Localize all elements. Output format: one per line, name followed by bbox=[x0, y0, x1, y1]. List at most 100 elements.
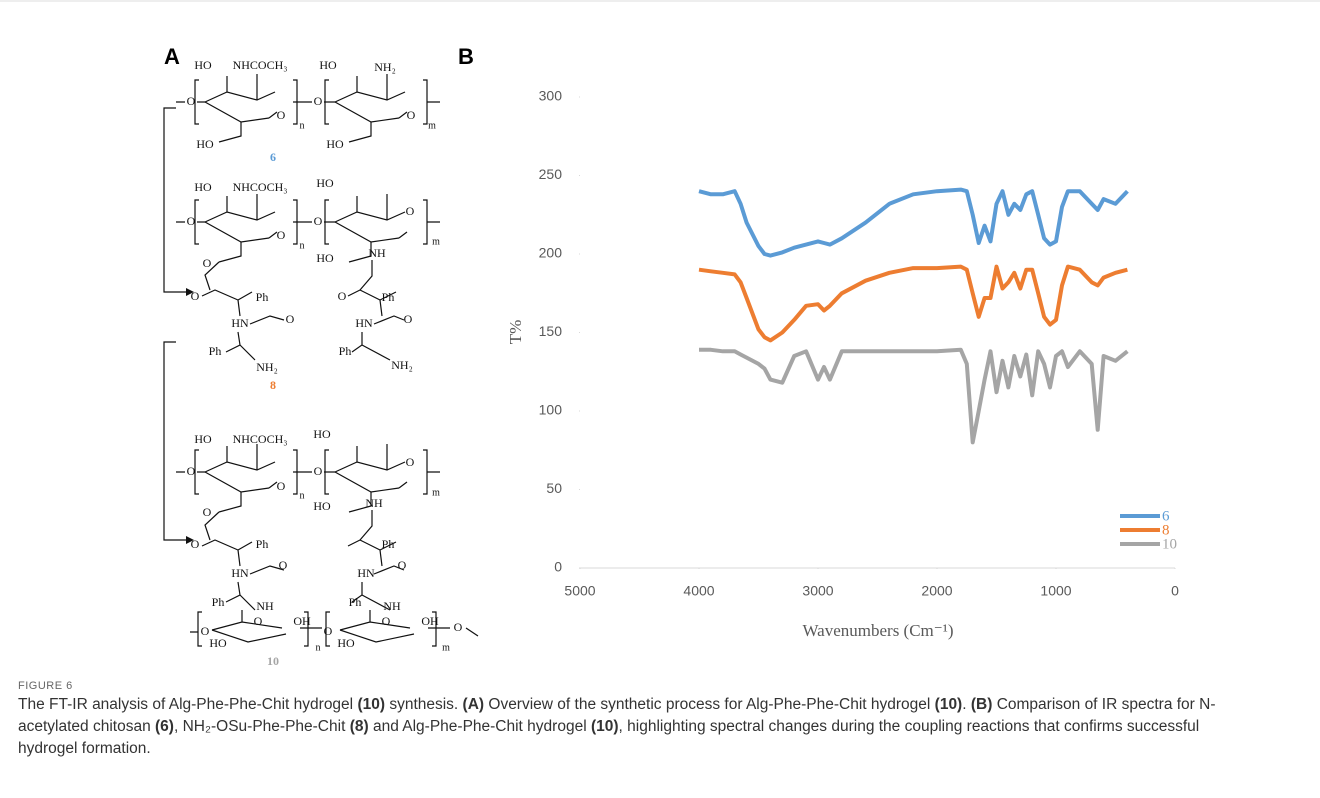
caption-run: (8) bbox=[350, 718, 369, 735]
caption-run: and Alg-Phe-Phe-Chit hydrogel bbox=[369, 718, 591, 735]
spectrum-line bbox=[699, 190, 1127, 256]
atom-label: NHCOCH₃ bbox=[233, 432, 288, 446]
atom-label: n bbox=[300, 120, 305, 131]
atom-label: O bbox=[314, 214, 323, 228]
bond bbox=[205, 102, 269, 122]
bond bbox=[212, 610, 282, 630]
caption-run: The FT-IR analysis of Alg-Phe-Phe-Chit h… bbox=[18, 696, 357, 713]
atom-label: Ph bbox=[256, 537, 269, 551]
atom-label: Ph bbox=[339, 344, 352, 358]
caption-run: (A) bbox=[463, 696, 485, 713]
atom-label: NH₂ bbox=[256, 360, 278, 374]
atom-label: NHCOCH₃ bbox=[233, 180, 288, 194]
atom-label: HO bbox=[313, 427, 331, 441]
bond bbox=[335, 102, 399, 122]
atom-label: O bbox=[277, 108, 286, 122]
atom-label: O bbox=[406, 455, 415, 469]
bond bbox=[340, 610, 410, 630]
caption-run: synthesis. bbox=[385, 696, 463, 713]
spectrum-line bbox=[699, 267, 1127, 341]
atom-label: HO bbox=[209, 636, 227, 650]
bond bbox=[335, 92, 407, 118]
y-tick-label: 150 bbox=[539, 323, 563, 339]
atom-label: O bbox=[201, 624, 210, 638]
atom-label: HN bbox=[357, 566, 375, 580]
caption-run: Overview of the synthetic process for Al… bbox=[484, 696, 935, 713]
x-tick-label: 1000 bbox=[1040, 583, 1071, 599]
atom-label: O bbox=[191, 289, 200, 303]
compound-number: 6 bbox=[270, 150, 276, 164]
bond bbox=[219, 74, 257, 142]
atom-label: O bbox=[203, 256, 212, 270]
atom-label: O bbox=[314, 94, 323, 108]
caption-run: . bbox=[962, 696, 971, 713]
atom-label: NH₂ bbox=[374, 60, 396, 74]
atom-label: O bbox=[324, 624, 333, 638]
reaction-scheme: HO NHCOCH₃ HO NH₂ O O O O n m HO HO 6 HO… bbox=[164, 58, 478, 668]
bond bbox=[205, 212, 277, 238]
atom-label: O bbox=[277, 228, 286, 242]
bond bbox=[205, 92, 277, 118]
atom-label: HO bbox=[316, 176, 334, 190]
atom-label: O bbox=[187, 464, 196, 478]
atom-label: NHCOCH₃ bbox=[233, 58, 288, 72]
caption-run: (10) bbox=[935, 696, 963, 713]
atom-label: HO bbox=[319, 58, 337, 72]
caption-run: (6) bbox=[155, 718, 174, 735]
panel-label: B bbox=[458, 44, 474, 69]
atom-label: HO bbox=[196, 137, 214, 151]
atom-label: Ph bbox=[209, 344, 222, 358]
atom-label: O bbox=[277, 479, 286, 493]
atom-label: O bbox=[187, 94, 196, 108]
atom-label: O bbox=[187, 214, 196, 228]
y-tick-label: 200 bbox=[539, 245, 563, 261]
bond bbox=[205, 462, 277, 488]
compound-number: 10 bbox=[267, 654, 279, 668]
atom-label: HO bbox=[313, 499, 331, 513]
atom-label: HO bbox=[194, 58, 212, 72]
atom-label: O bbox=[203, 505, 212, 519]
atom-label: HO bbox=[194, 432, 212, 446]
figure-label: FIGURE 6 bbox=[18, 680, 73, 692]
atom-label: O bbox=[286, 312, 295, 326]
caption-run: (B) bbox=[971, 696, 993, 713]
bond bbox=[335, 222, 399, 242]
atom-label: m bbox=[432, 236, 440, 247]
bond bbox=[335, 212, 407, 238]
x-tick-label: 3000 bbox=[802, 583, 833, 599]
bond bbox=[219, 194, 257, 262]
atom-label: O bbox=[407, 108, 416, 122]
atom-label: O bbox=[406, 204, 415, 218]
atom-label: O bbox=[191, 537, 200, 551]
bond bbox=[202, 512, 252, 566]
bond bbox=[219, 444, 257, 512]
legend-label: 10 bbox=[1162, 536, 1177, 552]
atom-label: O bbox=[454, 620, 463, 634]
atom-label: n bbox=[316, 642, 321, 653]
figure: A B HO NHCOCH₃ HO NH₂ O O O O n m HO HO … bbox=[0, 0, 1320, 675]
arrow bbox=[164, 342, 186, 540]
atom-label: O bbox=[382, 614, 391, 628]
atom-label: O bbox=[404, 312, 413, 326]
atom-label: Ph bbox=[256, 290, 269, 304]
page: A B HO NHCOCH₃ HO NH₂ O O O O n m HO HO … bbox=[0, 0, 1320, 798]
figure-caption: The FT-IR analysis of Alg-Phe-Phe-Chit h… bbox=[18, 694, 1248, 760]
atom-label: HN bbox=[231, 566, 249, 580]
caption-run: (10) bbox=[357, 696, 385, 713]
bond bbox=[202, 262, 252, 316]
atom-label: n bbox=[300, 490, 305, 501]
y-tick-label: 100 bbox=[539, 402, 563, 418]
atom-label: m bbox=[432, 487, 440, 498]
atom-label: NH bbox=[256, 599, 274, 613]
atom-label: O bbox=[254, 614, 263, 628]
arrow bbox=[164, 108, 186, 292]
x-tick-label: 2000 bbox=[921, 583, 952, 599]
atom-label: m bbox=[442, 642, 450, 653]
x-tick-label: 5000 bbox=[564, 583, 595, 599]
x-tick-label: 4000 bbox=[683, 583, 714, 599]
atom-label: Ph bbox=[382, 290, 395, 304]
atom-label: m bbox=[428, 120, 436, 131]
y-tick-label: 250 bbox=[539, 166, 563, 182]
atom-label: O bbox=[314, 464, 323, 478]
atom-label: NH bbox=[365, 496, 383, 510]
